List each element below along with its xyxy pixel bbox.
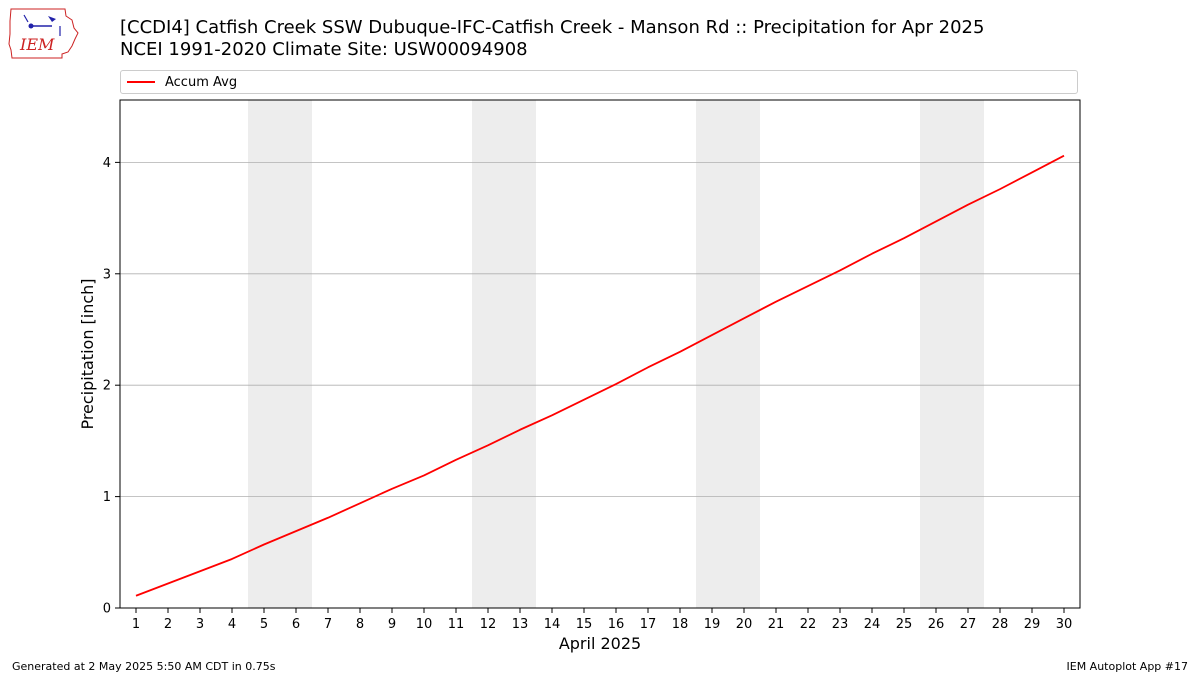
x-tick-label: 8	[356, 617, 364, 632]
x-tick-label: 16	[608, 617, 625, 632]
x-tick-label: 6	[292, 617, 300, 632]
x-tick-label: 13	[512, 617, 529, 632]
x-tick-label: 11	[448, 617, 465, 632]
legend-swatch-accum-avg	[127, 81, 155, 83]
x-tick-label: 4	[228, 617, 236, 632]
y-tick-label: 2	[103, 379, 111, 394]
x-tick-label: 7	[324, 617, 332, 632]
x-tick-label: 19	[704, 617, 721, 632]
x-tick-label: 17	[640, 617, 657, 632]
x-tick-label: 12	[480, 617, 497, 632]
x-tick-label: 9	[388, 617, 396, 632]
x-tick-label: 15	[576, 617, 593, 632]
weekend-band	[472, 100, 536, 608]
weekend-band	[920, 100, 984, 608]
x-tick-label: 10	[416, 617, 433, 632]
weekend-band	[248, 100, 312, 608]
x-tick-label: 23	[832, 617, 849, 632]
x-axis-label: April 2025	[559, 634, 641, 653]
x-tick-label: 5	[260, 617, 268, 632]
y-tick-label: 4	[103, 156, 111, 171]
x-tick-label: 18	[672, 617, 689, 632]
y-axis-label: Precipitation [inch]	[78, 278, 97, 429]
plot-frame	[119, 99, 1081, 609]
x-tick-label: 21	[768, 617, 785, 632]
app-label: IEM Autoplot App #17	[1066, 660, 1189, 673]
x-tick-label: 22	[800, 617, 817, 632]
x-tick-label: 2	[164, 617, 172, 632]
weekend-band	[696, 100, 760, 608]
legend: Accum Avg	[120, 70, 1078, 94]
series-line-accum-avg	[135, 154, 1065, 597]
x-tick-label: 25	[896, 617, 913, 632]
x-tick-label: 20	[736, 617, 753, 632]
x-tick-label: 30	[1056, 617, 1073, 632]
legend-label-accum-avg: Accum Avg	[165, 75, 238, 90]
chart-subtitle: NCEI 1991-2020 Climate Site: USW00094908	[120, 39, 528, 60]
x-tick-label: 3	[196, 617, 204, 632]
iem-logo: IEM	[8, 6, 80, 60]
chart-title: [CCDI4] Catfish Creek SSW Dubuque-IFC-Ca…	[120, 17, 985, 38]
y-tick-label: 3	[103, 267, 111, 282]
generated-timestamp: Generated at 2 May 2025 5:50 AM CDT in 0…	[12, 660, 276, 673]
x-tick-label: 14	[544, 617, 561, 632]
y-tick-label: 1	[103, 490, 111, 505]
x-tick-label: 26	[928, 617, 945, 632]
x-tick-label: 28	[992, 617, 1009, 632]
x-tick-label: 29	[1024, 617, 1041, 632]
x-tick-label: 24	[864, 617, 881, 632]
x-tick-label: 27	[960, 617, 977, 632]
svg-text:IEM: IEM	[19, 35, 55, 54]
y-tick-label: 0	[103, 602, 111, 617]
x-tick-label: 1	[132, 617, 140, 632]
